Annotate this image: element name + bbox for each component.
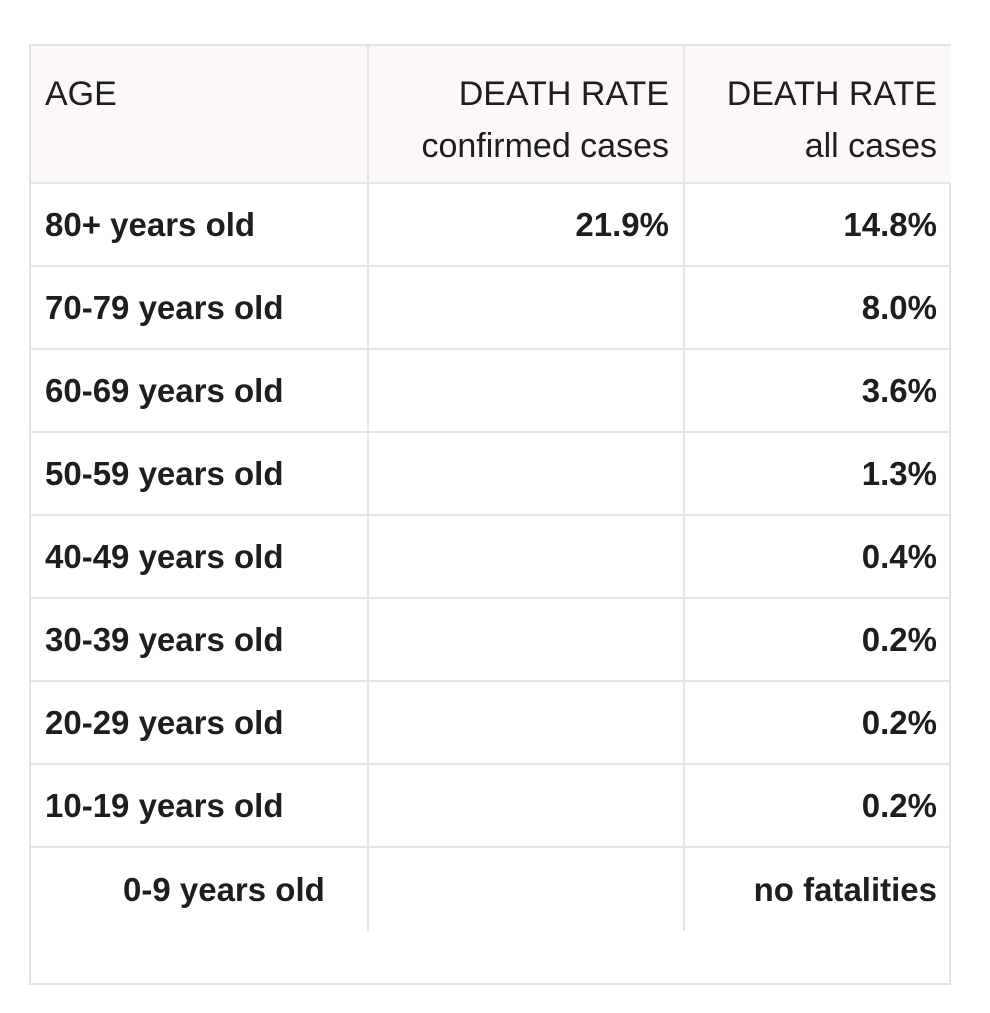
column-header-all-subtitle: all cases [804, 127, 937, 165]
all-rate-cell: 0.2% [683, 598, 951, 682]
table-row: 10-19 years old 0.2% [31, 764, 951, 848]
column-header-all: DEATH RATE all cases [683, 46, 951, 184]
table-row: 40-49 years old 0.4% [31, 515, 951, 599]
age-cell: 30-39 years old [31, 598, 368, 682]
confirmed-rate-cell: 21.9% [367, 183, 684, 267]
table-row: 50-59 years old 1.3% [31, 432, 951, 516]
confirmed-rate-cell [367, 598, 684, 682]
confirmed-rate-cell [367, 266, 684, 350]
confirmed-rate-cell [367, 847, 684, 931]
confirmed-rate-cell [367, 432, 684, 516]
confirmed-rate-cell [367, 515, 684, 599]
age-cell: 10-19 years old [31, 764, 368, 848]
table-header: AGE DEATH RATE confirmed cases DEATH RAT… [31, 46, 951, 184]
header-row: AGE DEATH RATE confirmed cases DEATH RAT… [31, 46, 951, 184]
death-rate-table: AGE DEATH RATE confirmed cases DEATH RAT… [31, 46, 951, 931]
age-cell: 80+ years old [31, 183, 368, 267]
column-header-age-label: AGE [45, 75, 117, 113]
column-header-confirmed-title: DEATH RATE [458, 75, 669, 113]
all-rate-cell: no fatalities [683, 847, 951, 931]
column-header-confirmed: DEATH RATE confirmed cases [367, 46, 684, 184]
all-rate-cell: 0.2% [683, 681, 951, 765]
table-row: 20-29 years old 0.2% [31, 681, 951, 765]
all-rate-cell: 8.0% [683, 266, 951, 350]
table-row: 80+ years old 21.9% 14.8% [31, 183, 951, 267]
column-header-all-title: DEATH RATE [726, 75, 937, 113]
all-rate-cell: 1.3% [683, 432, 951, 516]
age-cell: 50-59 years old [31, 432, 368, 516]
table-row: 30-39 years old 0.2% [31, 598, 951, 682]
column-header-confirmed-subtitle: confirmed cases [421, 127, 669, 165]
all-rate-cell: 14.8% [683, 183, 951, 267]
all-rate-cell: 0.4% [683, 515, 951, 599]
age-cell: 20-29 years old [31, 681, 368, 765]
all-rate-cell: 0.2% [683, 764, 951, 848]
all-rate-cell: 3.6% [683, 349, 951, 433]
confirmed-rate-cell [367, 349, 684, 433]
age-cell: 70-79 years old [31, 266, 368, 350]
confirmed-rate-cell [367, 764, 684, 848]
table-body: 80+ years old 21.9% 14.8% 70-79 years ol… [31, 183, 951, 931]
confirmed-rate-cell [367, 681, 684, 765]
age-cell: 0-9 years old [123, 870, 325, 908]
column-header-age: AGE [31, 46, 368, 184]
table-container: AGE DEATH RATE confirmed cases DEATH RAT… [29, 44, 951, 985]
table-row: 60-69 years old 3.6% [31, 349, 951, 433]
table-row: 70-79 years old 8.0% [31, 266, 951, 350]
age-cell: 40-49 years old [31, 515, 368, 599]
age-cell: 60-69 years old [31, 349, 368, 433]
table-row: 0-9 years old no fatalities [31, 847, 951, 931]
